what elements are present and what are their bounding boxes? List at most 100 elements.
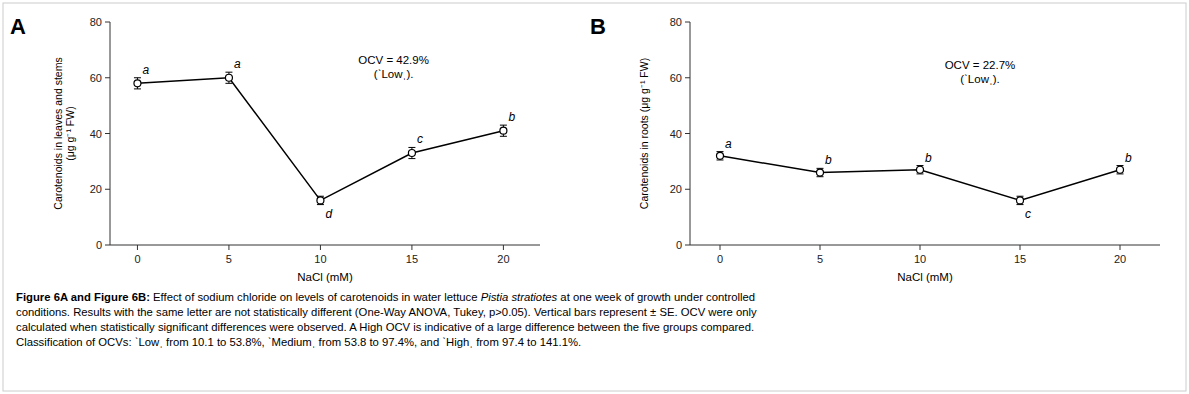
x-tick [920,245,921,250]
error-cap [500,125,507,126]
y-tick-label: 80 [90,16,102,28]
y-tick [685,189,690,190]
letter-label: b [825,153,832,167]
text-line: Carotenoids in roots (μg g⁻¹ FW) [638,58,650,209]
point [134,80,141,87]
y-tick [105,77,110,78]
error-cap [225,72,232,73]
letter-label: b [508,110,515,124]
x-tick [1120,245,1121,250]
x-tick [411,245,412,250]
error-bar [134,78,141,89]
x-tick-label: 10 [914,253,926,265]
x-axis-line [110,245,540,246]
error-bar [317,196,324,204]
caption-normal: Effect of sodium chloride on levels of c… [150,291,481,303]
panel-label: A [10,14,26,39]
error-cap [134,88,141,89]
y-tick [105,22,110,23]
y-tick-label: 80 [670,16,682,28]
caption: Figure 6A and Figure 6B: Effect of sodiu… [16,290,757,350]
point [408,150,415,157]
y-tick-label: 40 [670,128,682,140]
error-bar [225,72,232,83]
annotation: OCV = 22.7% (ˋLowˌ). [945,59,1016,85]
series-line [720,156,1120,201]
text-line: OCV = 22.7% [945,59,1016,71]
letter-label: c [1025,207,1031,221]
series-line [137,78,503,201]
x-axis-line [690,245,1160,246]
y-tick [105,133,110,134]
letter-label: a [234,57,241,71]
plot-area [717,152,1124,205]
point [225,74,232,81]
error-cap [408,147,415,148]
caption-italic: Pistia stratiotes [481,291,558,303]
text-line: (ˋLowˌ). [960,73,1000,85]
y-tick [685,133,690,134]
x-tick [820,245,821,250]
x-axis-label: NaCl (mM) [297,271,353,283]
error-bar [817,168,824,176]
text-line: (ˋLowˌ). [374,68,414,80]
y-tick-label: 60 [670,72,682,84]
x-tick-label: 5 [817,253,823,265]
point [1117,166,1124,173]
figure-border [3,3,1186,391]
x-tick [1020,245,1021,250]
x-tick-label: 15 [406,253,418,265]
point [817,169,824,176]
y-tick [685,22,690,23]
letter-label: a [142,63,149,77]
x-tick-label: 20 [1114,253,1126,265]
point [917,166,924,173]
y-tick [105,245,110,246]
labels: a b b c b OCV = 22.7% (ˋLowˌ). [725,59,1132,220]
letter-label: d [325,207,332,221]
y-tick-label: 0 [96,239,102,251]
point [317,197,324,204]
x-axis-label: NaCl (mM) [897,271,953,283]
panel: 05101520020406080NaCl (mM)Carotenoids in… [590,14,1160,283]
error-cap [134,77,141,78]
y-tick [685,245,690,246]
x-tick [137,245,138,250]
letter-label: c [417,132,423,146]
x-tick-label: 20 [497,253,509,265]
text-line: Carotenoids in leaves and stems [52,57,64,209]
y-tick-label: 60 [90,72,102,84]
error-bar [1017,196,1024,204]
letter-label: a [725,137,732,151]
y-axis-label: Carotenoids in leaves and stems(μg g⁻¹ F… [52,57,77,209]
figure: 0 5 10 15 20 0 20 40 60 80 NaCl (mM) Carotenoids in… [0,0,1189,394]
x-tick [320,245,321,250]
y-tick [105,189,110,190]
error-cap [225,83,232,84]
text-line: OCV = 42.9% [358,54,429,66]
x-tick-label: 10 [314,253,326,265]
x-tick-label: 0 [717,253,723,265]
error-bar [717,152,724,160]
letter-label: b [925,151,932,165]
y-tick [685,77,690,78]
panel: 05101520020406080NaCl (mM)Carotenoids in… [10,14,540,283]
annotation: OCV = 42.9% (ˋLowˌ). [358,54,429,80]
text-line: (μg g⁻¹ FW) [64,106,76,160]
y-axis-label: Carotenoids in roots (μg g⁻¹ FW) [638,58,650,209]
x-tick-label: 0 [134,253,140,265]
point [500,127,507,134]
panel-label: B [590,14,606,39]
x-tick-label: 15 [1014,253,1026,265]
error-bar [500,125,507,136]
point [1017,197,1024,204]
letter-label: b [1125,151,1132,165]
y-tick-label: 0 [676,239,682,251]
error-bar [1117,166,1124,174]
x-tick [503,245,504,250]
plot-area [134,72,507,204]
x-tick-label: 5 [226,253,232,265]
y-tick-label: 20 [90,183,102,195]
error-bar [917,166,924,174]
point [717,152,724,159]
